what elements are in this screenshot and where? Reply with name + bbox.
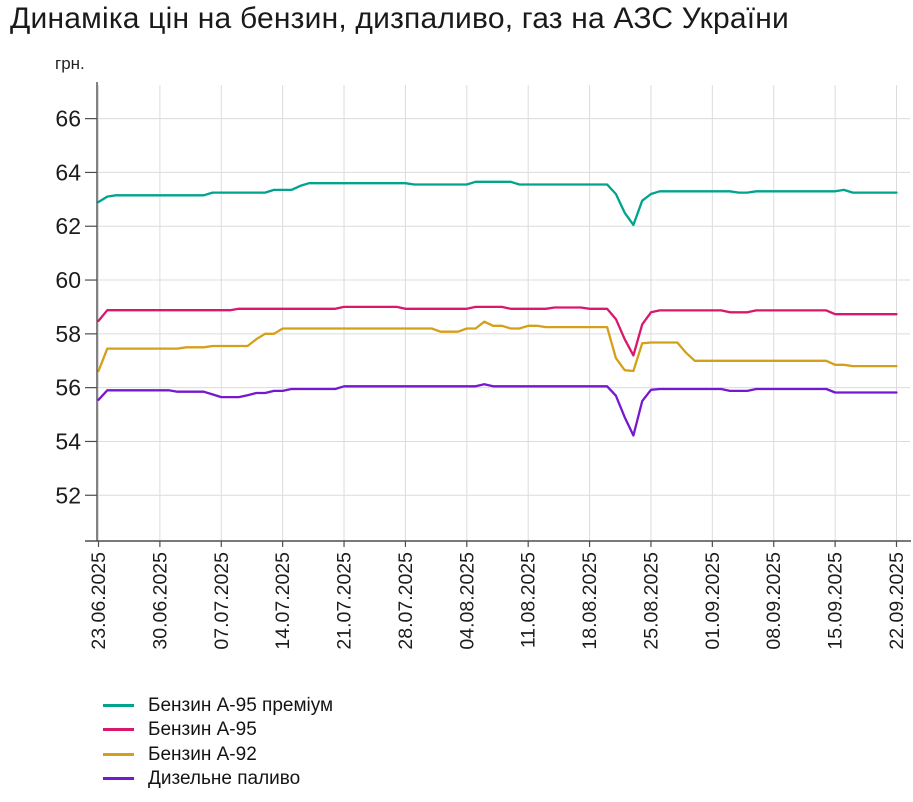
chart-title: Динаміка цін на бензин, дизпаливо, газ н…: [10, 2, 789, 35]
x-tick-label: 28.07.2025: [395, 552, 417, 650]
y-tick-label: 62: [55, 213, 81, 239]
x-tick-label: 30.06.2025: [149, 552, 171, 650]
series-line-3: [97, 383, 898, 437]
legend-item-2: Бензин А-92: [103, 742, 333, 767]
x-tick-label: 22.09.2025: [886, 552, 908, 650]
x-tick-label: 04.08.2025: [456, 552, 478, 650]
x-tick-label: 14.07.2025: [272, 552, 294, 650]
legend-item-3: Дизельне паливо: [103, 767, 333, 792]
y-axis-ticks: 52 54 56 58 60 62 64 66: [55, 106, 97, 508]
legend: Бензин А-95 преміум Бензин А-95 Бензин А-9…: [103, 693, 333, 791]
legend-label: Дизельне паливо: [148, 768, 301, 790]
legend-line-swatch: [103, 752, 134, 756]
legend-line-swatch: [103, 728, 134, 732]
legend-item-0: Бензин А-95 преміум: [103, 693, 333, 718]
y-tick-label: 66: [55, 106, 81, 132]
series-line-0: [97, 180, 898, 227]
x-tick-label: 07.07.2025: [211, 552, 233, 650]
legend-line-swatch: [103, 703, 134, 707]
legend-label: Бензин А-92: [148, 743, 257, 765]
gridlines: [97, 85, 910, 541]
fuel-price-line-chart: 52 54 56 58 60 62 64 66 23.06.2025 30.06.2025 07.0…: [55, 82, 911, 650]
series-lines: [97, 180, 898, 437]
legend-label: Бензин А-95: [148, 719, 257, 741]
y-tick-label: 52: [55, 482, 81, 508]
legend-item-1: Бензин А-95: [103, 718, 333, 743]
x-tick-label: 21.07.2025: [334, 552, 356, 650]
y-tick-label: 54: [55, 428, 81, 454]
x-tick-label: 01.09.2025: [702, 552, 724, 650]
legend-line-swatch: [103, 777, 134, 781]
y-tick-label: 56: [55, 375, 81, 401]
x-tick-label: 15.09.2025: [825, 552, 847, 650]
x-tick-label: 25.08.2025: [640, 552, 662, 650]
y-tick-label: 58: [55, 321, 81, 347]
x-tick-label: 23.06.2025: [88, 552, 110, 650]
x-tick-label: 08.09.2025: [763, 552, 785, 650]
x-tick-label: 18.08.2025: [579, 552, 601, 650]
y-tick-label: 64: [55, 159, 81, 185]
x-tick-label: 11.08.2025: [518, 552, 540, 648]
y-tick-label: 60: [55, 267, 81, 293]
y-axis-unit-label: грн.: [55, 54, 85, 73]
x-axis-ticks: 23.06.2025 30.06.2025 07.07.2025 14.07.2025…: [88, 541, 908, 650]
series-line-2: [97, 320, 898, 373]
legend-label: Бензин А-95 преміум: [148, 694, 334, 716]
series-line-1: [97, 305, 898, 357]
